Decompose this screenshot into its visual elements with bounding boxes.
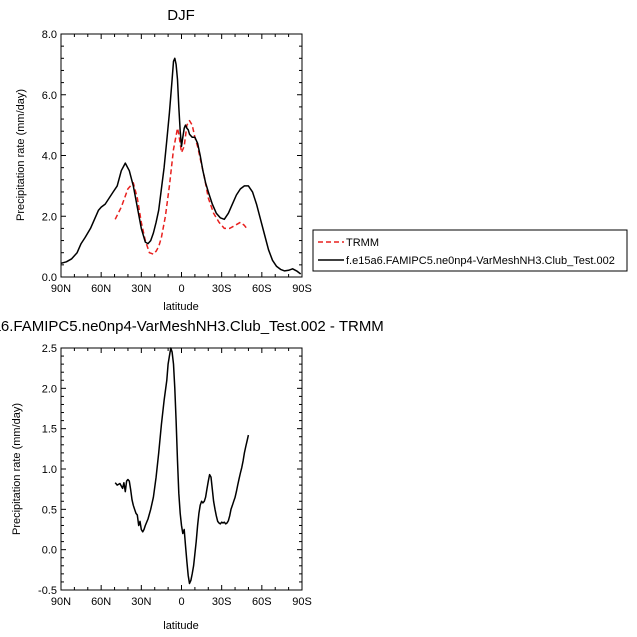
x-tick-label: 30N	[131, 596, 151, 608]
chart-title: DJF	[167, 7, 195, 24]
chart-difference: 5a6.FAMIPC5.ne0np4-VarMeshNH3.Club_Test.…	[0, 318, 384, 632]
y-tick-label: 0.5	[42, 504, 57, 516]
y-tick-label: 8.0	[42, 29, 57, 41]
x-axis-label: latitude	[163, 620, 198, 632]
x-tick-label: 90S	[292, 283, 312, 295]
x-axis-label: latitude	[163, 301, 198, 313]
x-tick-label: 30S	[212, 283, 232, 295]
x-tick-label: 30N	[131, 283, 151, 295]
legend: TRMM f.e15a6.FAMIPC5.ne0np4-VarMeshNH3.C…	[312, 229, 628, 272]
x-tick-label: 90N	[51, 283, 71, 295]
y-tick-label: 0.0	[42, 272, 57, 284]
series-lines	[60, 57, 302, 275]
x-tick-label: 0	[178, 283, 184, 295]
chart-djf: DJF 90N 60N 30N 0 30S 60S 90S 0.0 2.0 4.0 6.0 8.0 l…	[15, 7, 312, 313]
legend-label-model: f.e15a6.FAMIPC5.ne0np4-VarMeshNH3.Club_T…	[346, 255, 615, 267]
y-tick-label: 4.0	[42, 151, 57, 163]
y-tick-label: 1.5	[42, 424, 57, 436]
series-line-0	[114, 347, 250, 585]
x-tick-label: 60N	[91, 596, 111, 608]
legend-label-trmm: TRMM	[346, 237, 379, 249]
x-tick-label: 60S	[252, 596, 272, 608]
x-tick-label: 30S	[212, 596, 232, 608]
x-tick-label: 90N	[51, 596, 71, 608]
x-tick-label: 60S	[252, 283, 272, 295]
y-axis-label: Precipitation rate (mm/day)	[15, 89, 27, 221]
y-tick-label: 2.5	[42, 343, 57, 355]
series-lines	[114, 347, 250, 585]
chart-title: 5a6.FAMIPC5.ne0np4-VarMeshNH3.Club_Test.…	[0, 318, 384, 335]
y-tick-label: 2.0	[42, 383, 57, 395]
y-tick-label: 1.0	[42, 464, 57, 476]
ticks: 90N 60N 30N 0 30S 60S 90S -0.5 0.0 0.5 1.0 1.5 2.0 2.…	[38, 343, 312, 608]
x-tick-label: 0	[178, 596, 184, 608]
legend-box	[312, 229, 628, 272]
y-tick-label: -0.5	[38, 585, 57, 597]
y-tick-label: 6.0	[42, 90, 57, 102]
series-line-1	[60, 57, 302, 275]
x-tick-label: 90S	[292, 596, 312, 608]
plot-frame	[60, 347, 303, 591]
x-tick-label: 60N	[91, 283, 111, 295]
y-tick-label: 0.0	[42, 545, 57, 557]
y-tick-label: 2.0	[42, 211, 57, 223]
y-axis-label: Precipitation rate (mm/day)	[11, 403, 23, 535]
ticks: 90N 60N 30N 0 30S 60S 90S 0.0 2.0 4.0 6.0 8.0	[42, 29, 312, 295]
